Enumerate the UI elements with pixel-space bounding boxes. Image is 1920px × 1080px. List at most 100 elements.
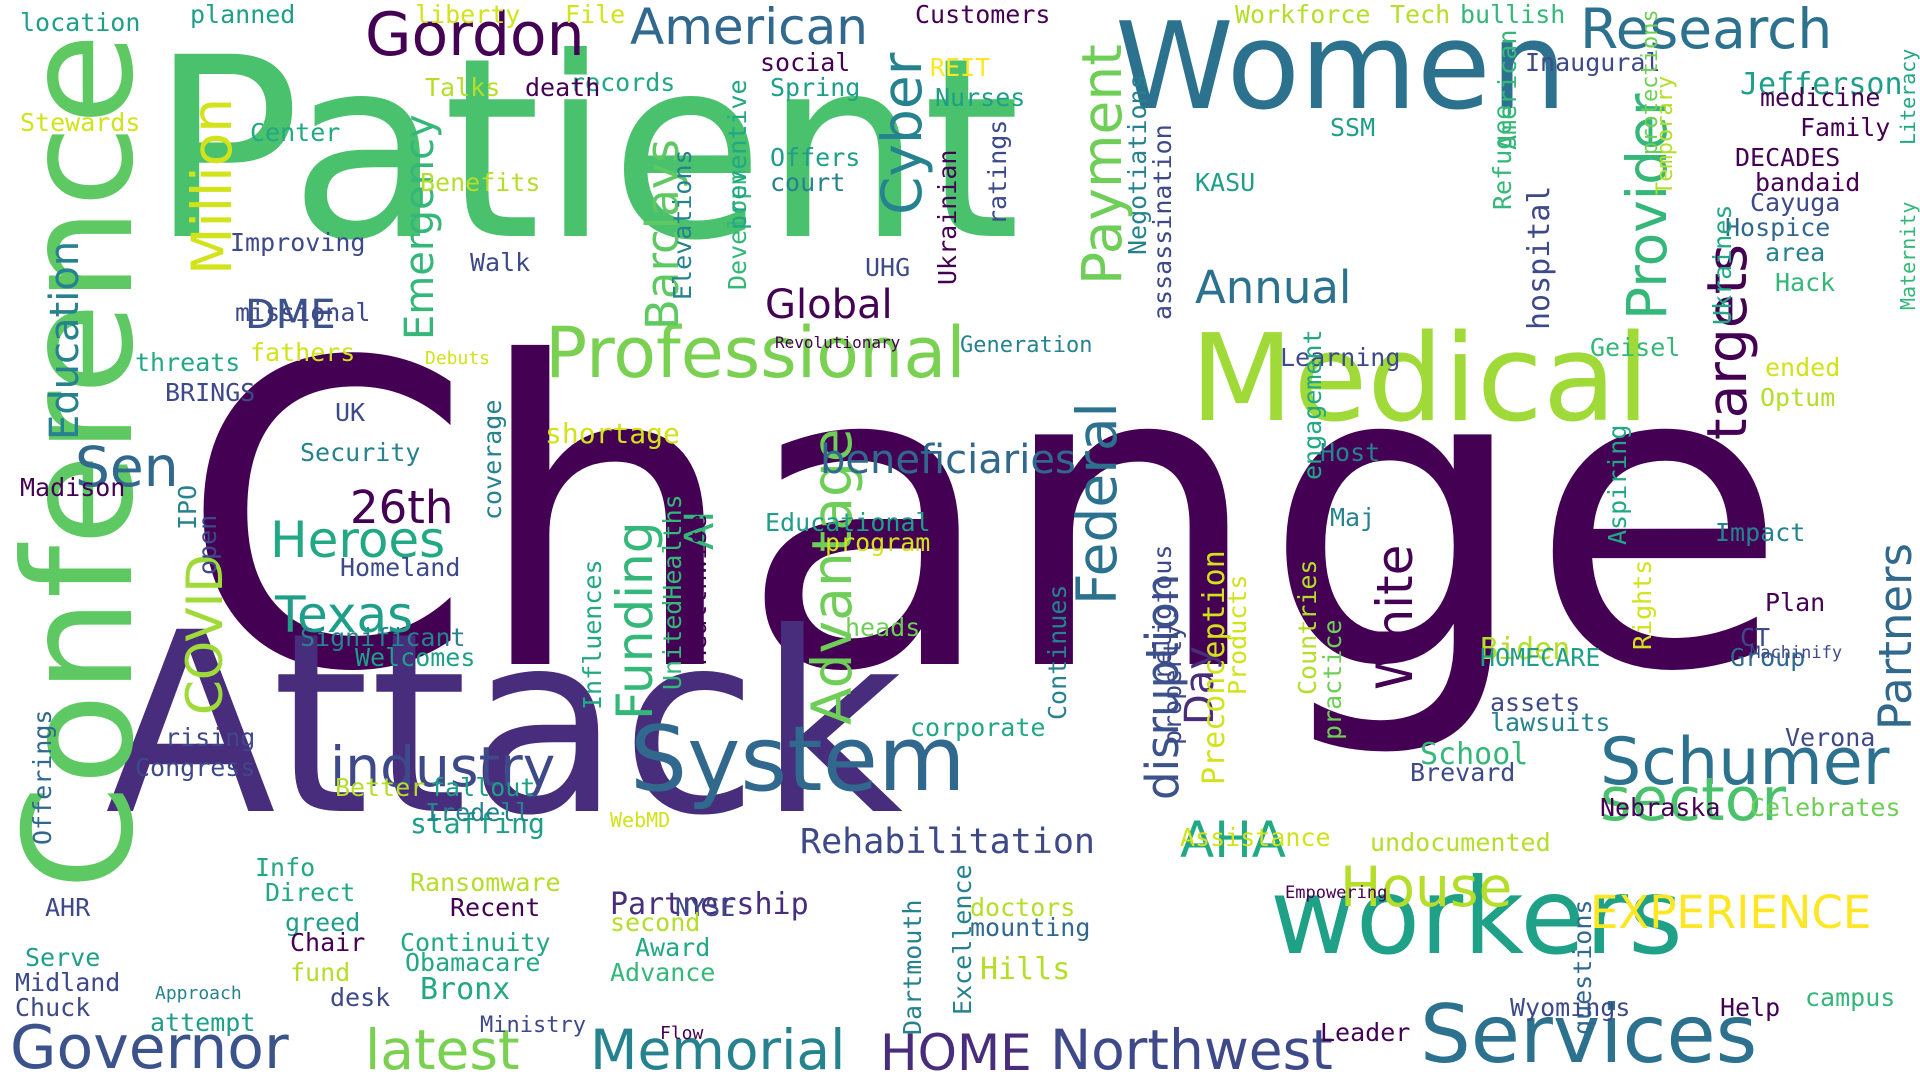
word-practice: practice — [1318, 619, 1347, 740]
word-system: System — [630, 707, 966, 812]
word-federal: Federal — [1065, 402, 1129, 605]
word-open: open — [193, 514, 222, 575]
word-governor: Governor — [10, 1013, 289, 1080]
word-file: File — [565, 0, 626, 29]
word-spring: Spring — [770, 73, 861, 102]
word-customers: Customers — [915, 0, 1051, 29]
word-medical: Medical — [1190, 310, 1650, 449]
word-social: social — [760, 48, 851, 77]
word-serve: Serve — [25, 943, 101, 972]
word-webmd: WebMD — [610, 808, 671, 832]
word-covid: COVID — [176, 554, 234, 715]
word-school: School — [1420, 737, 1529, 772]
word-texas: Texas — [275, 586, 414, 644]
word-welcomes: Welcomes — [355, 643, 476, 672]
word-emergency: Emergency — [397, 114, 443, 340]
word-rising: rising — [165, 723, 256, 752]
word-reit: REIT — [930, 53, 991, 82]
word-attack: Attack — [105, 579, 904, 870]
word-midland: Midland — [15, 968, 121, 997]
word-industry: industry — [330, 735, 556, 799]
word-rights: Rights — [1628, 559, 1657, 650]
word-attempt: attempt — [150, 1008, 256, 1037]
word-advance: Advance — [610, 958, 716, 987]
word-family: Family — [1800, 113, 1891, 142]
word-decades: DECADES — [1735, 143, 1841, 172]
word-products: Products — [1223, 574, 1252, 695]
word-leader: Leader — [1320, 1018, 1411, 1047]
word-chuck: Chuck — [15, 993, 91, 1022]
word-lawsuits: lawsuits — [1490, 708, 1611, 737]
word-optum: Optum — [1760, 383, 1836, 412]
word-location: location — [20, 8, 141, 37]
word-area: area — [1765, 238, 1826, 267]
word-help: Help — [1720, 993, 1781, 1022]
word-ssm: SSM — [1330, 113, 1376, 142]
word-greed: greed — [285, 908, 361, 937]
word-iredell: Iredell — [425, 798, 531, 827]
word-hack: Hack — [1775, 268, 1836, 297]
word-partners: Partners — [1869, 543, 1920, 730]
word-impact: Impact — [1715, 518, 1806, 547]
word-liberty: liberty — [415, 0, 521, 29]
word-beneficiaries: beneficiaries — [820, 437, 1076, 483]
word-learning: Learning — [1280, 343, 1401, 372]
word-american: American — [630, 0, 868, 56]
word-offerings: Offerings — [28, 709, 57, 845]
word-women: Women — [1115, 0, 1567, 137]
word-gordon: Gordon — [365, 0, 585, 70]
word-hospice: Hospice — [1725, 213, 1831, 242]
word-heads: heads — [845, 613, 921, 642]
word-flow: Flow — [660, 1023, 704, 1044]
word-homeland: Homeland — [340, 553, 461, 582]
word-obamacare: Obamacare — [405, 948, 541, 977]
word-bullish: bullish — [1460, 0, 1566, 29]
word-jefferson: Jefferson — [1740, 67, 1903, 102]
word-house: House — [1340, 855, 1513, 919]
word-debuts: Debuts — [425, 348, 491, 369]
word-court: court — [770, 168, 846, 197]
word-corporate: corporate — [910, 713, 1046, 742]
word-ratings: ratings — [983, 119, 1012, 225]
word-change: Change — [180, 275, 1789, 764]
word-professional: Professional — [545, 312, 966, 394]
word-dme: DME — [245, 292, 336, 338]
word-mounting: mounting — [970, 913, 1091, 942]
word-improving: Improving — [230, 228, 366, 257]
word-shortage: shortage — [545, 417, 680, 450]
word-ministry: Ministry — [480, 1013, 586, 1038]
word-northwest: Northwest — [1050, 1018, 1333, 1080]
word-benefits: Benefits — [420, 168, 541, 197]
word-nebraska: Nebraska — [1600, 793, 1721, 822]
word-hospital: hospital — [1522, 185, 1557, 331]
word-continues: Continues — [1043, 584, 1072, 720]
word-verona: Verona — [1785, 723, 1876, 752]
word-cayuga: Cayuga — [1750, 188, 1841, 217]
word-annual: Annual — [1195, 261, 1352, 314]
word-fund: fund — [290, 958, 351, 987]
word-offers: Offers — [770, 143, 861, 172]
word-educational: Educational — [765, 508, 931, 537]
word-staffing: staffing — [410, 807, 545, 840]
word-global: Global — [765, 282, 893, 328]
word-rehabilitation: Rehabilitation — [800, 822, 1096, 862]
word-influences: Influences — [578, 559, 607, 710]
word-tech: Tech — [1390, 0, 1451, 29]
word-engagement: engagement — [1298, 329, 1327, 480]
word-uhg: UHG — [865, 253, 911, 282]
word-program: program — [825, 528, 931, 557]
word-records: records — [570, 68, 676, 97]
word-missional: missional — [235, 298, 371, 327]
word-approach: Approach — [155, 983, 242, 1004]
word-uk: UK — [335, 398, 366, 427]
word-home: HOME — [880, 1024, 1032, 1080]
word-fallout: fallout — [430, 773, 536, 802]
word-chair: Chair — [290, 928, 366, 957]
word-plan: Plan — [1765, 588, 1826, 617]
word-inaugural: Inaugural — [1525, 48, 1661, 77]
word-direct: Direct — [265, 878, 356, 907]
word-wyomings: Wyomings — [1510, 993, 1631, 1022]
word-bronx: Bronx — [420, 972, 511, 1007]
word-undocumented: undocumented — [1370, 828, 1551, 857]
word-biden: Biden — [1480, 632, 1571, 667]
